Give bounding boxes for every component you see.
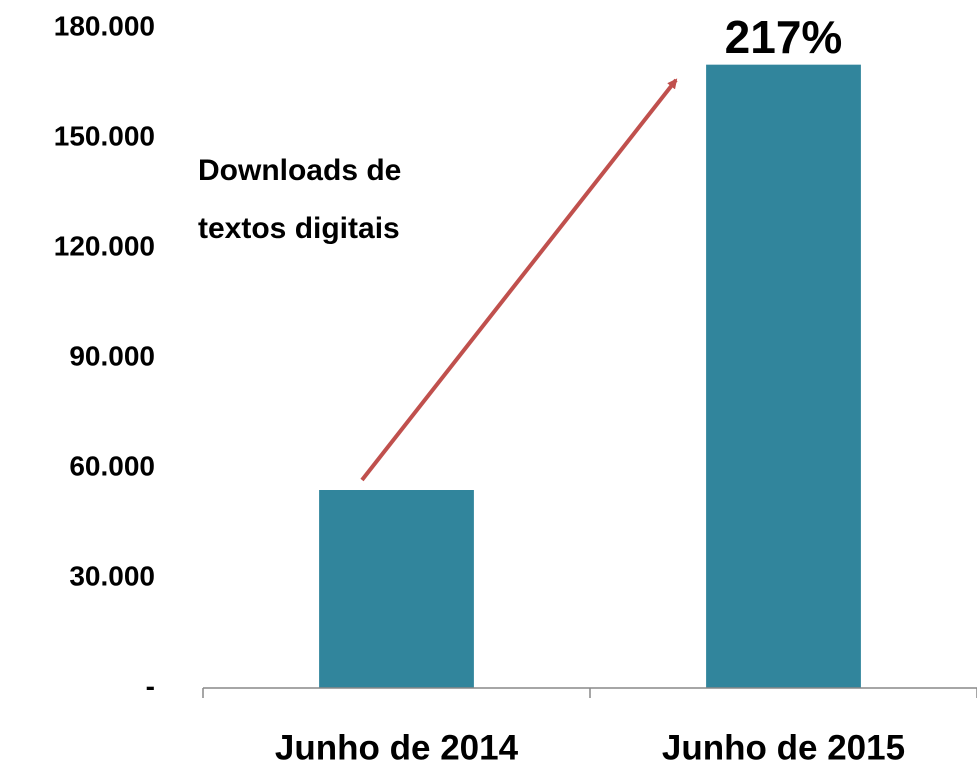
y-tick-label: 30.000 — [69, 560, 155, 591]
y-tick-label: 120.000 — [54, 230, 155, 261]
bar — [319, 490, 474, 688]
bar — [706, 64, 861, 688]
plot: - 30.000 60.000 90.000 120.000 150.000 180.000… — [54, 10, 977, 767]
growth-label: 217% — [725, 11, 843, 63]
y-tick-label: 180.000 — [54, 10, 155, 41]
x-tick-label: Junho de 2015 — [662, 728, 905, 767]
annotation-line: textos digitais — [198, 212, 400, 245]
y-tick-label: 60.000 — [69, 450, 155, 481]
x-tick-label: Junho de 2014 — [275, 728, 519, 767]
y-tick-label: - — [146, 670, 155, 701]
growth-arrow — [360, 78, 678, 482]
annotation-line: Downloads de — [198, 154, 401, 187]
y-tick-label: 90.000 — [69, 340, 155, 371]
y-tick-label: 150.000 — [54, 120, 155, 151]
